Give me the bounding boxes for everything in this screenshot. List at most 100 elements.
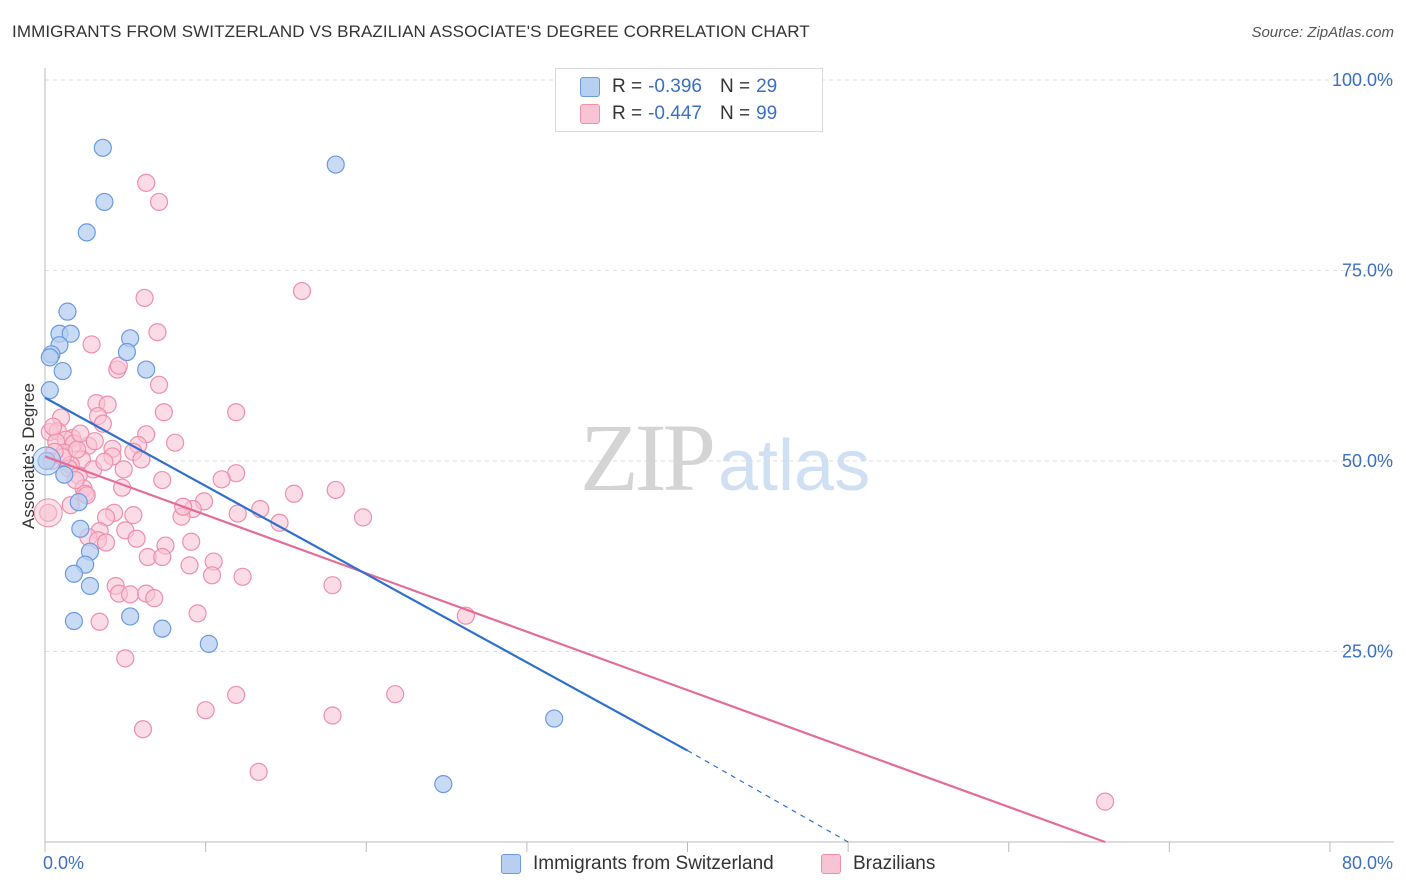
data-point-switzerland xyxy=(40,381,59,400)
legend-swatch-blue xyxy=(580,77,600,97)
watermark-zip: ZIP xyxy=(580,404,713,511)
r-label: R = xyxy=(612,103,643,124)
n-label: N = xyxy=(719,103,751,124)
data-point-brazilians xyxy=(71,424,90,443)
legend-label: Immigrants from Switzerland xyxy=(533,853,774,874)
data-point-brazilians xyxy=(127,529,146,548)
trend-line-brazilians xyxy=(44,455,1106,844)
legend-label: Brazilians xyxy=(853,853,936,874)
data-point-brazilians xyxy=(90,612,109,631)
data-point-switzerland xyxy=(77,223,96,242)
data-point-brazilians xyxy=(182,532,201,551)
data-point-brazilians xyxy=(227,403,246,422)
data-point-brazilians xyxy=(153,470,172,490)
data-point-brazilians-large xyxy=(33,498,63,528)
data-point-brazilians xyxy=(202,566,222,585)
data-point-switzerland xyxy=(64,564,84,583)
data-point-brazilians xyxy=(212,470,231,489)
data-point-brazilians xyxy=(148,323,167,342)
x-tick-label: 0.0% xyxy=(43,853,84,873)
source-note: Source: ZipAtlas.com xyxy=(1251,24,1394,41)
data-point-switzerland xyxy=(95,192,114,212)
data-point-brazilians xyxy=(323,576,342,595)
data-point-brazilians xyxy=(180,556,199,575)
data-point-switzerland xyxy=(53,361,72,381)
data-point-brazilians xyxy=(153,547,172,567)
y-tick-label: 50.0% xyxy=(1342,451,1393,471)
data-point-switzerland xyxy=(80,576,100,596)
gridlines xyxy=(45,79,1394,652)
data-point-brazilians xyxy=(284,484,304,503)
data-point-brazilians xyxy=(145,589,164,608)
data-point-switzerland xyxy=(61,324,80,343)
data-point-switzerland xyxy=(326,155,345,174)
stats-legend: R = -0.396 N = 29 R = -0.447 N = 99 xyxy=(555,68,823,132)
data-point-switzerland xyxy=(71,519,90,538)
data-point-brazilians xyxy=(353,508,373,527)
data-point-brazilians xyxy=(227,685,246,705)
y-tick-label: 25.0% xyxy=(1342,642,1393,662)
data-point-brazilians xyxy=(149,375,169,394)
data-point-switzerland xyxy=(55,465,74,484)
data-point-brazilians xyxy=(82,335,101,354)
legend-swatch-blue xyxy=(501,854,521,874)
data-point-brazilians xyxy=(188,604,207,623)
data-point-brazilians xyxy=(135,288,154,308)
data-point-switzerland xyxy=(117,342,137,362)
trend-line-switzerland xyxy=(44,396,689,752)
y-axis-label: Associate's Degree xyxy=(19,383,38,529)
legend-item-switzerland[interactable]: Immigrants from Switzerland xyxy=(501,853,774,875)
data-point-switzerland xyxy=(58,302,77,321)
data-point-switzerland xyxy=(434,774,453,794)
legend-item-brazilians[interactable]: Brazilians xyxy=(821,853,935,875)
watermark: ZIP atlas xyxy=(580,404,870,511)
data-point-switzerland xyxy=(69,493,88,512)
data-point-brazilians xyxy=(386,685,405,704)
legend-swatch-pink xyxy=(821,854,841,874)
data-point-brazilians xyxy=(85,432,104,451)
chart-title: IMMIGRANTS FROM SWITZERLAND VS BRAZILIAN… xyxy=(12,22,810,41)
trend-line-switzerland-extension xyxy=(687,750,849,843)
y-tick-labels: 25.0% 50.0% 75.0% 100.0% xyxy=(1332,70,1393,662)
data-point-switzerland xyxy=(121,607,140,626)
watermark-atlas: atlas xyxy=(718,426,870,506)
data-point-brazilians xyxy=(1096,792,1115,811)
data-point-switzerland xyxy=(153,619,172,638)
data-point-brazilians xyxy=(114,460,133,479)
data-point-brazilians xyxy=(292,281,312,301)
data-point-brazilians xyxy=(137,173,156,192)
data-point-brazilians xyxy=(96,533,116,552)
series-switzerland-points xyxy=(32,138,564,794)
n-value: 29 xyxy=(756,76,778,97)
data-point-brazilians xyxy=(124,506,143,525)
r-value: -0.396 xyxy=(648,76,702,97)
data-point-brazilians xyxy=(68,440,87,459)
trend-lines xyxy=(44,396,1106,844)
legend-swatch-pink xyxy=(580,104,600,124)
data-point-brazilians xyxy=(43,417,63,436)
data-point-brazilians xyxy=(326,480,345,500)
data-point-brazilians xyxy=(233,567,252,586)
data-point-brazilians xyxy=(196,701,215,720)
data-point-brazilians xyxy=(121,585,140,604)
stats-row-switzerland: R = -0.396 N = 29 xyxy=(580,75,777,99)
data-point-brazilians xyxy=(149,192,169,212)
data-point-switzerland xyxy=(137,360,156,379)
data-point-switzerland xyxy=(199,634,218,653)
data-point-brazilians xyxy=(109,356,128,375)
y-tick-label: 100.0% xyxy=(1332,70,1393,90)
data-point-brazilians xyxy=(116,649,135,668)
data-point-brazilians xyxy=(249,762,268,781)
r-label: R = xyxy=(612,76,643,97)
data-point-brazilians xyxy=(133,720,153,739)
x-tick-label: 80.0% xyxy=(1342,853,1393,873)
data-point-switzerland xyxy=(40,348,59,367)
data-point-switzerland xyxy=(93,138,112,157)
x-tick-labels: 0.0% 80.0% xyxy=(43,853,1393,873)
n-label: N = xyxy=(719,76,751,97)
data-point-brazilians xyxy=(166,433,185,452)
data-point-brazilians xyxy=(95,452,114,471)
r-value: -0.447 xyxy=(648,103,702,124)
stats-row-brazilians: R = -0.447 N = 99 xyxy=(580,102,777,126)
